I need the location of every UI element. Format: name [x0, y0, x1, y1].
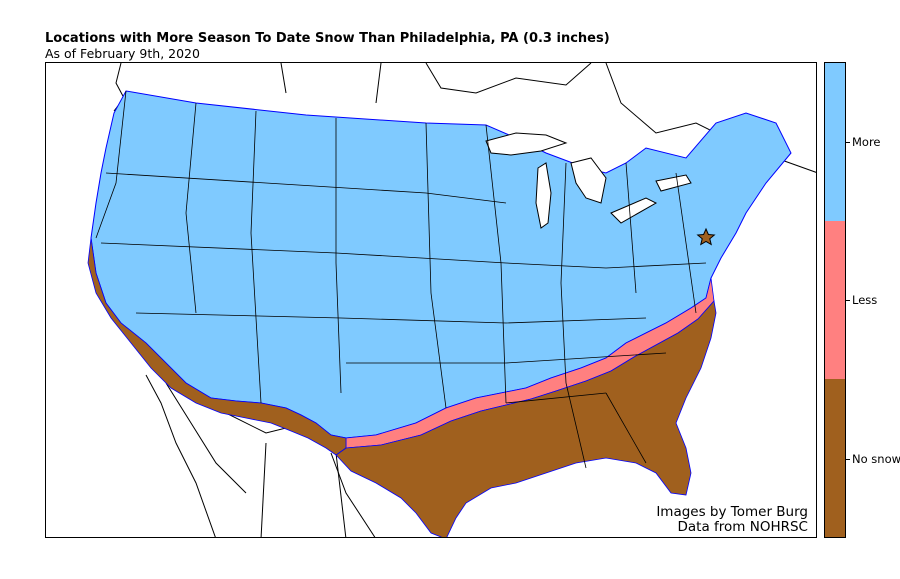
border-line-2 [185, 102, 197, 314]
chart-subtitle: As of February 9th, 2020 [45, 46, 200, 61]
border-line-14 [505, 392, 607, 404]
great-lakes [485, 132, 692, 229]
legend-label-more: More [852, 135, 881, 149]
legend-swatch-no-snow [825, 379, 845, 537]
lake-ontario [655, 174, 692, 192]
mexico-state-line-3 [335, 452, 347, 537]
border-line-7 [560, 162, 567, 384]
chart-title: Locations with More Season To Date Snow … [45, 31, 610, 46]
border-line-3 [250, 110, 262, 404]
border-line-16 [565, 382, 587, 469]
legend-swatch-less [825, 221, 845, 379]
state-borders [95, 90, 707, 469]
border-line-4 [335, 118, 342, 394]
border-line-8 [625, 162, 637, 294]
lake-michigan [535, 162, 552, 229]
border-line-15 [605, 392, 647, 464]
canada-province-line-2 [375, 63, 382, 104]
border-line-9 [675, 172, 697, 314]
legend-colorbar [824, 62, 846, 538]
border-line-12 [135, 312, 647, 324]
legend-tick-more [846, 142, 850, 143]
legend-label-less: Less [852, 293, 878, 307]
star-icon [696, 227, 716, 246]
border-line-13 [346, 352, 667, 364]
lake-erie [610, 197, 658, 224]
border-line-10 [105, 172, 507, 204]
neighbor-borders [113, 63, 816, 537]
mexico-gulf-coast [330, 452, 376, 537]
us-no-snow-west [87, 237, 347, 456]
legend-swatch-more [825, 63, 845, 221]
credit-source: Data from NOHRSC [677, 519, 809, 535]
border-line-1 [95, 90, 127, 239]
legend-label-no-snow: No snow [852, 452, 900, 466]
hudson-bay-shore [425, 63, 592, 94]
legend-tick-less [846, 300, 850, 301]
lake-huron [570, 157, 607, 204]
mexico-state-line-2 [260, 442, 267, 537]
lake-superior [485, 132, 568, 156]
border-line-5 [425, 122, 447, 409]
us-no-snow-southeast [335, 300, 717, 537]
map-panel: Images by Tomer Burg Data from NOHRSC [45, 62, 817, 538]
canada-province-line-1 [280, 63, 287, 94]
border-line-11 [100, 242, 707, 269]
credit-author: Images by Tomer Burg [656, 504, 808, 520]
mexico-west-coast [145, 374, 216, 537]
us-snow-map [87, 63, 816, 537]
legend-tick-no-snow [846, 459, 850, 460]
baja-coast [165, 382, 247, 494]
